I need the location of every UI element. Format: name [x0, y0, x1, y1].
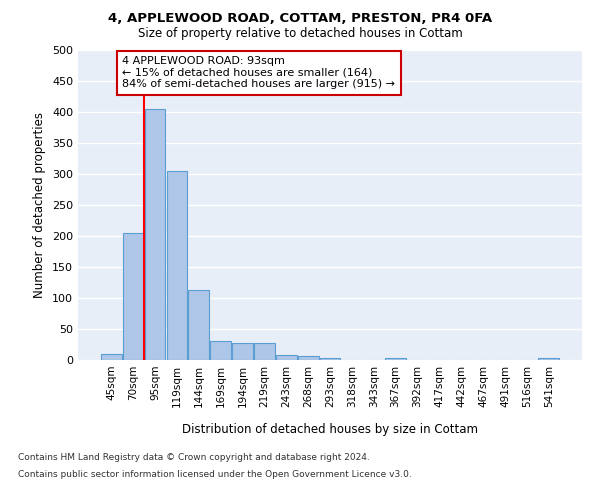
Bar	[101, 354, 122, 360]
Y-axis label: Number of detached properties: Number of detached properties	[34, 112, 46, 298]
Bar	[298, 356, 319, 360]
Text: Distribution of detached houses by size in Cottam: Distribution of detached houses by size …	[182, 422, 478, 436]
Text: Contains HM Land Registry data © Crown copyright and database right 2024.: Contains HM Land Registry data © Crown c…	[18, 452, 370, 462]
Bar	[232, 344, 253, 360]
Bar	[145, 109, 166, 360]
Bar	[276, 355, 296, 360]
Bar	[320, 358, 340, 360]
Bar	[254, 344, 275, 360]
Bar	[123, 233, 143, 360]
Text: Contains public sector information licensed under the Open Government Licence v3: Contains public sector information licen…	[18, 470, 412, 479]
Bar	[188, 290, 209, 360]
Text: 4 APPLEWOOD ROAD: 93sqm
← 15% of detached houses are smaller (164)
84% of semi-d: 4 APPLEWOOD ROAD: 93sqm ← 15% of detache…	[122, 56, 395, 90]
Bar	[210, 342, 231, 360]
Bar	[385, 358, 406, 360]
Bar	[538, 358, 559, 360]
Text: Size of property relative to detached houses in Cottam: Size of property relative to detached ho…	[137, 28, 463, 40]
Bar	[167, 171, 187, 360]
Text: 4, APPLEWOOD ROAD, COTTAM, PRESTON, PR4 0FA: 4, APPLEWOOD ROAD, COTTAM, PRESTON, PR4 …	[108, 12, 492, 26]
